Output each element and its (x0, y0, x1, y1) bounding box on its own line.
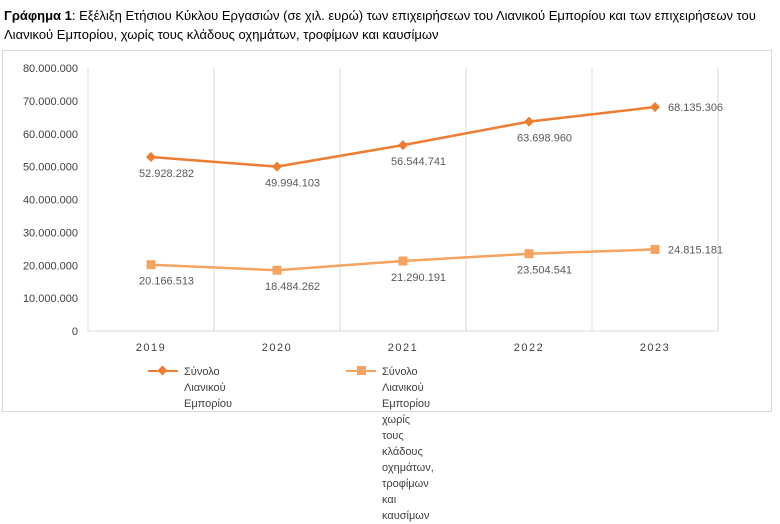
data-point-diamond (650, 102, 660, 113)
data-label: 20.166.513 (139, 276, 194, 288)
y-tick-label: 50.000.000 (23, 162, 78, 174)
y-tick-label: 60.000.000 (23, 129, 78, 141)
legend-label-series-2: Σύνολο Λιανικού Εμπορίου χωρίς τους κλάδ… (382, 364, 434, 524)
chart-caption: Γράφημα 1: Εξέλιξη Ετήσιου Κύκλου Εργασι… (4, 6, 774, 44)
legend-label-series-2-line2: κλάδους οχημάτων, τροφίμων και καυσίμων (382, 446, 434, 522)
data-label: 68.135.306 (668, 102, 723, 114)
data-point-diamond (146, 151, 156, 162)
data-label: 56.544.741 (391, 156, 446, 168)
legend-swatch-square-icon (346, 364, 376, 378)
y-tick-label: 0 (72, 326, 78, 338)
caption-text: : Εξέλιξη Ετήσιου Κύκλου Εργασιών (σε χι… (4, 8, 756, 42)
data-point-square (398, 256, 408, 266)
chart-frame (2, 50, 772, 412)
data-point-square (272, 265, 282, 275)
data-label: 21.290.191 (391, 272, 446, 284)
y-tick-label: 40.000.000 (23, 195, 78, 207)
data-label: 63.698.960 (517, 133, 572, 145)
data-point-diamond (272, 161, 282, 172)
data-point-diamond (398, 140, 408, 151)
data-point-square (524, 249, 534, 259)
y-tick-label: 10.000.000 (23, 293, 78, 305)
y-tick-label: 80.000.000 (23, 63, 78, 75)
y-tick-label: 70.000.000 (23, 96, 78, 108)
data-point-square (650, 244, 660, 254)
x-tick-label: 2022 (514, 342, 544, 354)
legend-item-series-1: Σύνολο Λιανικού Εμπορίου (148, 364, 232, 412)
legend-label-series-2-line1: Σύνολο Λιανικού Εμπορίου χωρίς τους (382, 366, 431, 442)
data-label: 24.815.181 (668, 244, 723, 256)
caption-label: Γράφημα 1 (4, 8, 72, 23)
x-tick-label: 2023 (640, 342, 670, 354)
data-label: 52.928.282 (139, 168, 194, 180)
data-point-diamond (524, 116, 534, 127)
x-tick-label: 2020 (262, 342, 292, 354)
line-chart: 0 10.000.000 20.000.000 30.000.000 40.000.00… (23, 63, 723, 354)
data-label: 23.504.541 (517, 265, 572, 277)
y-tick-label: 20.000.000 (23, 260, 78, 272)
legend-label-series-1: Σύνολο Λιανικού Εμπορίου (184, 366, 233, 410)
x-tick-label: 2021 (388, 342, 418, 354)
legend-item-series-2: Σύνολο Λιανικού Εμπορίου χωρίς τους κλάδ… (346, 364, 434, 524)
data-label: 18.484.262 (265, 281, 320, 293)
data-point-square (146, 260, 156, 270)
x-tick-label: 2019 (136, 342, 166, 354)
legend-swatch-diamond-icon (148, 364, 178, 378)
y-tick-label: 30.000.000 (23, 227, 78, 239)
data-label: 49.994.103 (265, 178, 320, 190)
